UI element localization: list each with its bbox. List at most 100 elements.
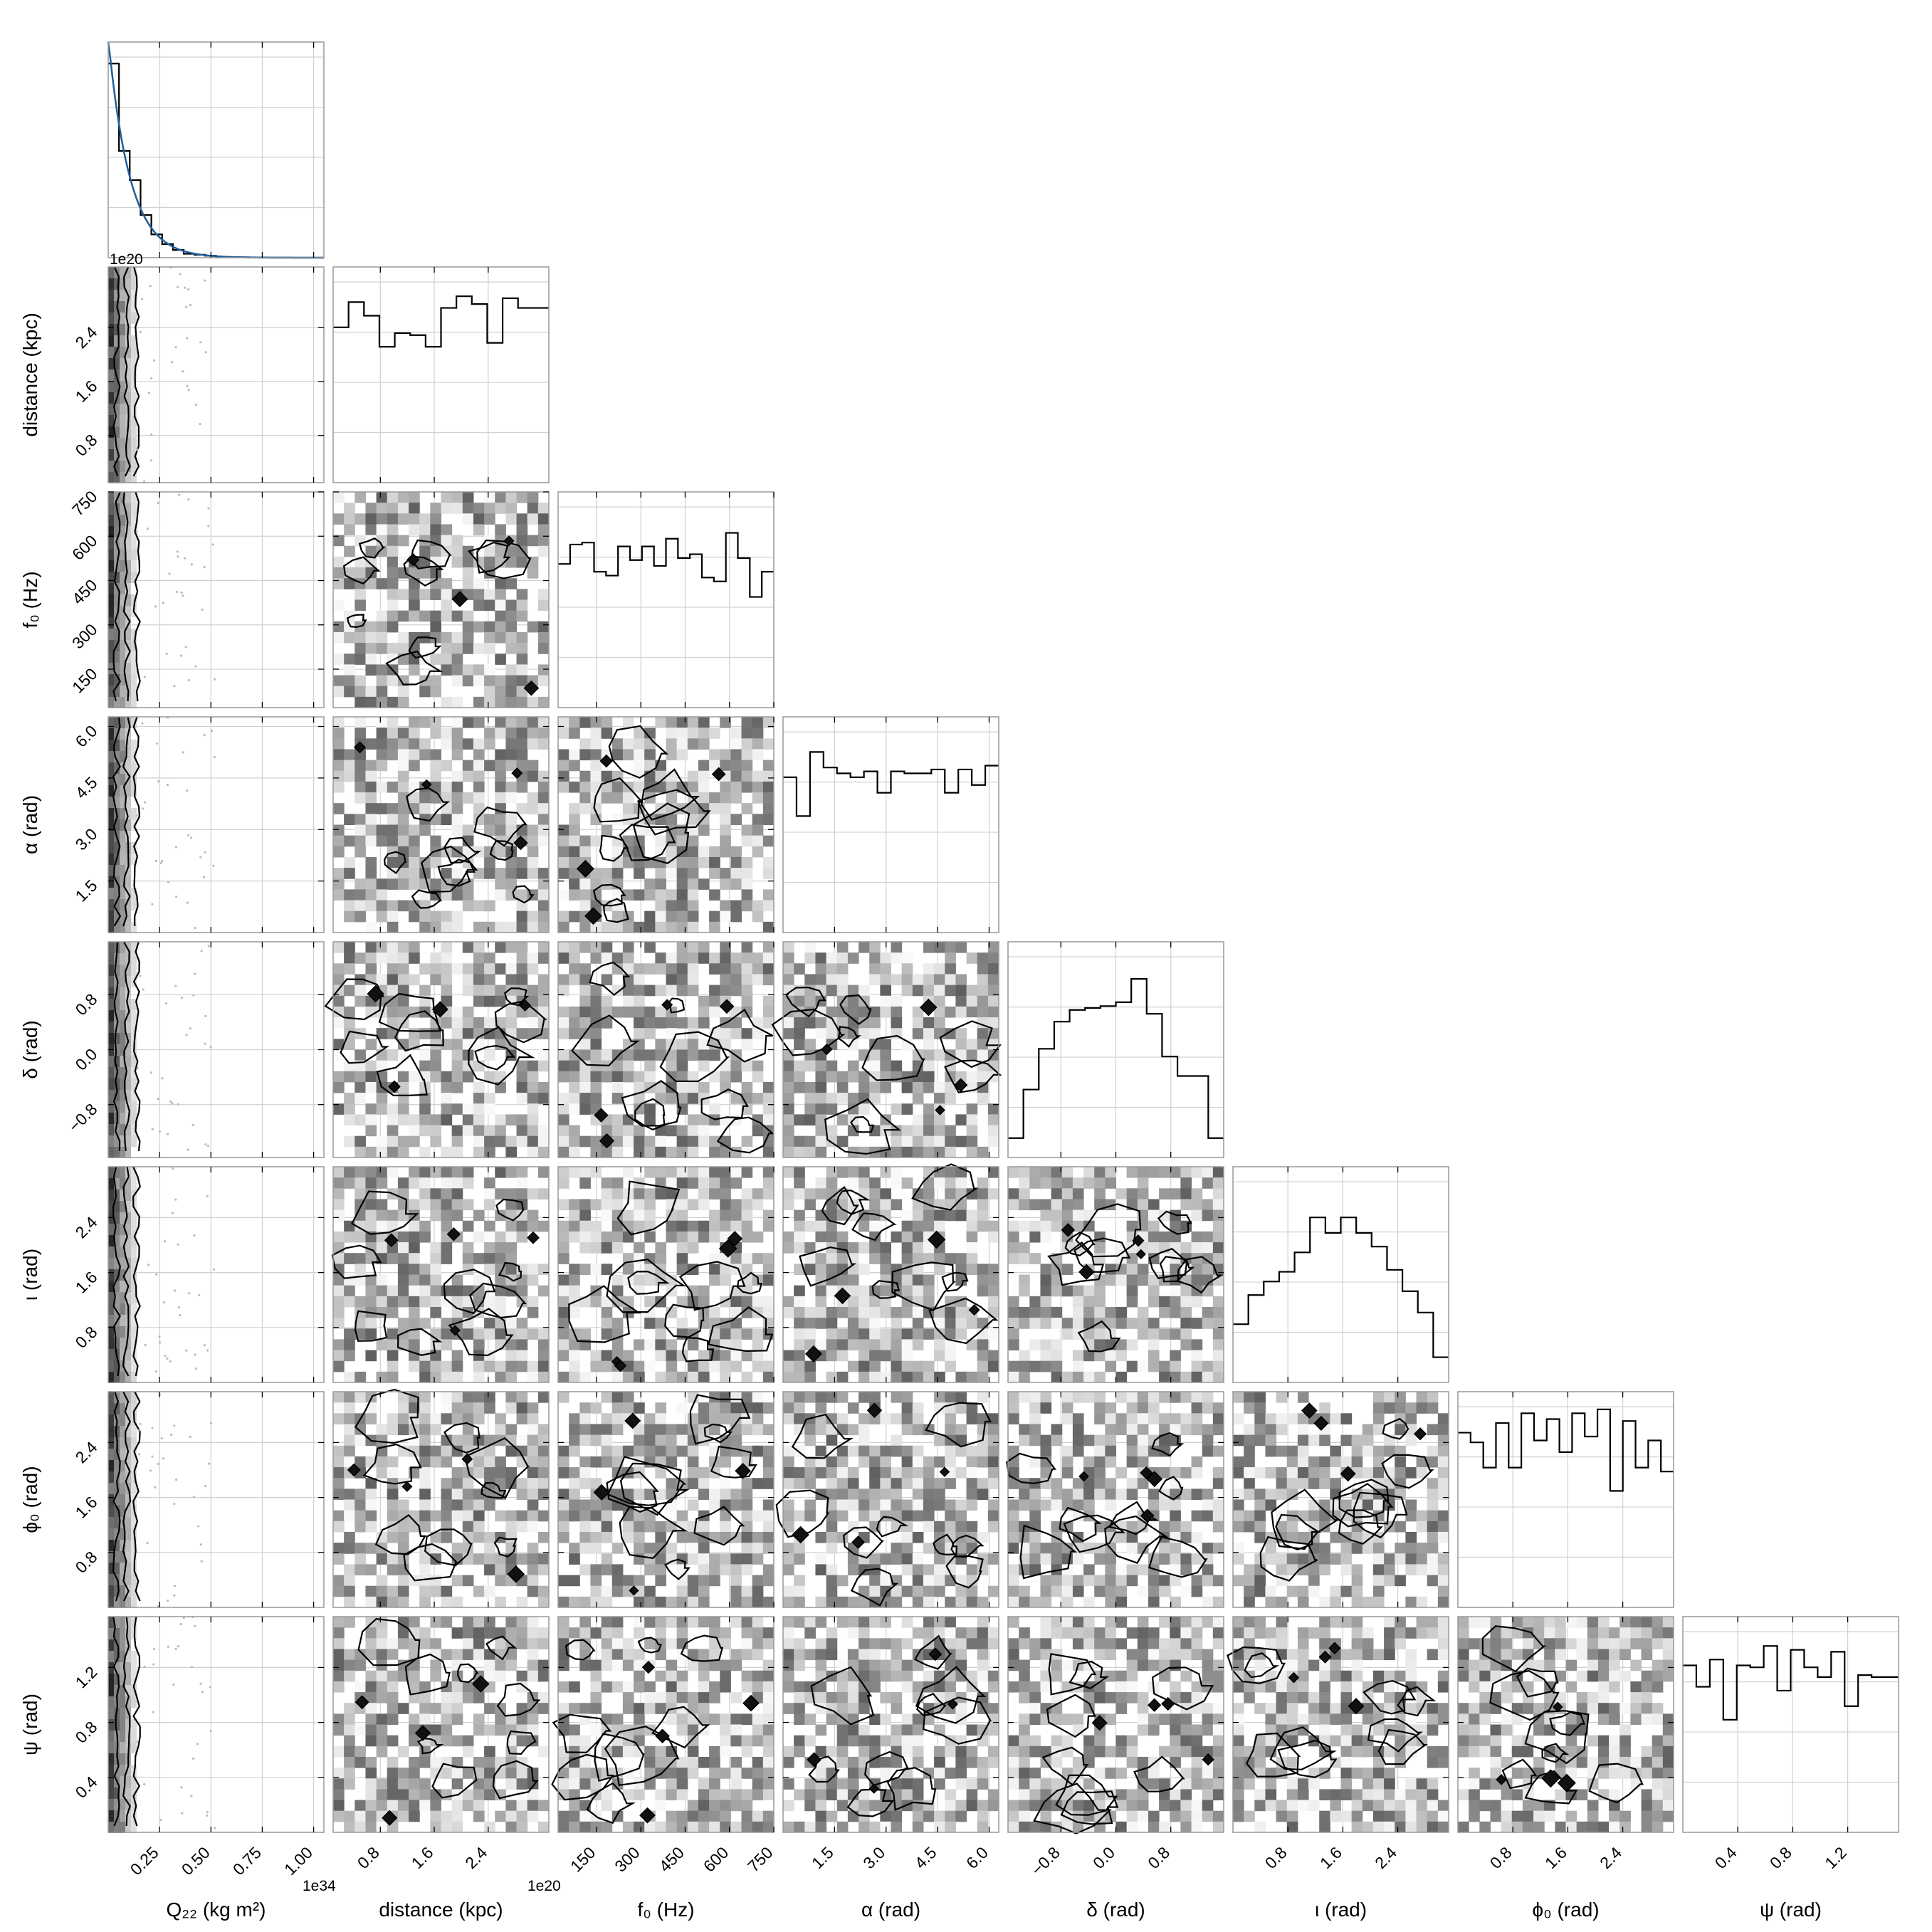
density-cell <box>762 1006 775 1018</box>
density-cell <box>912 1071 924 1083</box>
density-cell <box>804 1114 816 1126</box>
density-cell <box>762 1274 775 1286</box>
contour-line <box>358 537 386 559</box>
density-cell <box>108 1585 114 1597</box>
density-cell <box>804 1049 816 1061</box>
density-cell <box>387 1328 399 1340</box>
density-cell <box>590 728 602 739</box>
density-cell <box>923 1371 935 1383</box>
density-cell <box>120 686 125 697</box>
density-cell <box>462 1285 474 1297</box>
density-cell <box>473 643 485 654</box>
density-cell <box>419 1360 431 1372</box>
density-cell <box>344 1231 355 1243</box>
density-cell <box>120 583 125 594</box>
density-cell <box>409 492 420 503</box>
density-cell <box>847 1467 859 1479</box>
scatter-point <box>161 1077 164 1080</box>
density-cell <box>891 1360 903 1372</box>
panel-frame <box>332 491 550 708</box>
density-cell <box>676 952 688 964</box>
density-cell <box>387 1456 399 1468</box>
density-cell <box>945 1360 956 1372</box>
density-cell <box>430 610 441 622</box>
density-cell <box>495 728 506 739</box>
scatter-point <box>180 591 183 594</box>
density-cell <box>752 1028 764 1039</box>
density-cell <box>114 404 120 415</box>
density-cell <box>365 814 377 825</box>
density-cell <box>409 503 420 514</box>
density-cell <box>634 1596 645 1608</box>
density-cell <box>1202 1274 1214 1286</box>
density-cell <box>741 728 753 739</box>
density-cell <box>836 1424 849 1436</box>
density-cell <box>1191 1350 1203 1362</box>
density-cell <box>419 910 431 923</box>
density-cell <box>473 513 485 525</box>
density-cell <box>1180 1199 1192 1211</box>
density-cell <box>955 1402 967 1414</box>
density-cell <box>120 774 125 785</box>
density-cell <box>558 1521 569 1533</box>
density-cell <box>794 1028 805 1039</box>
density-cell <box>495 868 506 879</box>
density-cell <box>826 1220 838 1232</box>
density-cell <box>666 856 678 868</box>
density-cell <box>934 974 945 986</box>
density-cell <box>376 1467 388 1479</box>
density-cell <box>441 1339 453 1351</box>
density-cell <box>114 606 120 617</box>
density-cell <box>131 301 137 313</box>
density-cell <box>804 1081 816 1093</box>
density-cell <box>451 1360 463 1372</box>
density-cell <box>783 1146 794 1158</box>
density-cell <box>579 1209 591 1222</box>
density-cell <box>114 278 120 290</box>
density-cell <box>880 1242 891 1254</box>
density-cell <box>655 1350 666 1362</box>
density-cell <box>741 868 753 879</box>
density-cell <box>634 1103 645 1115</box>
density-cell <box>484 921 495 933</box>
density-cell <box>387 610 399 622</box>
density-cell <box>590 985 602 997</box>
density-cell <box>569 1543 580 1554</box>
density-cell <box>655 1135 666 1148</box>
panel-frame <box>332 266 550 483</box>
density-cell <box>441 599 453 611</box>
density-cell <box>505 942 518 953</box>
scatter-point <box>175 896 178 898</box>
density-cell <box>655 835 666 847</box>
density-cell <box>611 1402 624 1414</box>
density-cell <box>419 610 431 622</box>
density-cell <box>611 749 624 761</box>
contour-line <box>343 556 381 585</box>
density-cell <box>709 1264 720 1275</box>
density-cell <box>945 1167 956 1178</box>
density-cell <box>826 1199 838 1211</box>
density-cell <box>558 1392 569 1403</box>
density-cell <box>333 621 345 633</box>
density-cell <box>344 1564 355 1576</box>
density-cell <box>419 1392 431 1403</box>
density-cell <box>859 1445 870 1457</box>
density-cell <box>344 503 355 514</box>
density-cell <box>409 1177 420 1189</box>
density-cell <box>977 952 989 964</box>
density-cell <box>333 599 345 611</box>
contour-line <box>693 1506 745 1546</box>
density-cell <box>558 1285 569 1297</box>
density-cell <box>409 1028 420 1039</box>
density-cell <box>505 578 518 589</box>
density-cell <box>114 1551 120 1563</box>
density-cell <box>644 985 656 997</box>
density-cell <box>730 1499 742 1511</box>
density-cell <box>720 878 731 890</box>
density-cell <box>709 749 720 761</box>
scatter-point <box>194 1353 196 1356</box>
density-cell <box>527 1564 539 1576</box>
density-cell <box>826 1006 838 1018</box>
density-cell <box>762 1114 775 1126</box>
